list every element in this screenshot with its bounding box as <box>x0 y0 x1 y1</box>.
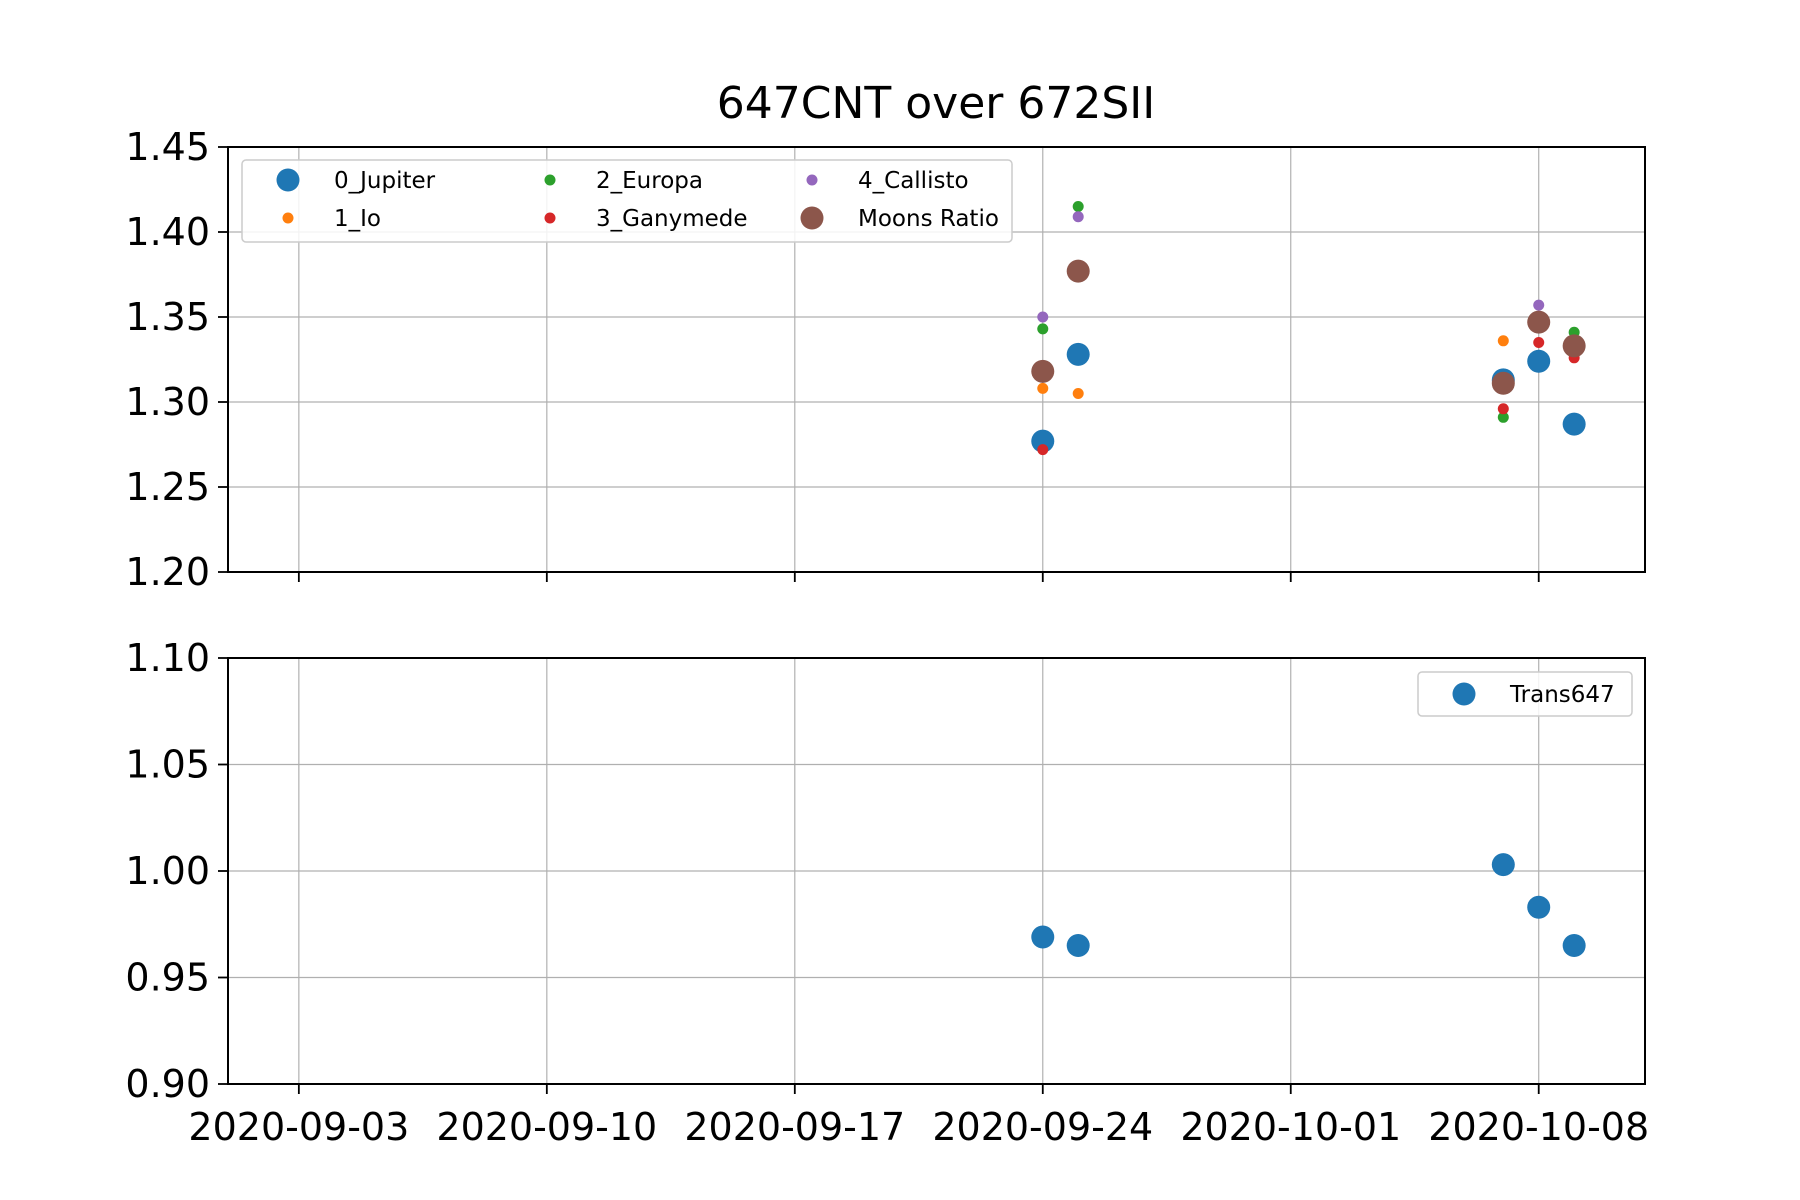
y-tick-label: 1.20 <box>125 550 210 594</box>
legend-label: 4_Callisto <box>858 168 969 194</box>
legend-marker-3-ganymede <box>544 212 556 224</box>
legend-marker-4-callisto <box>806 174 818 186</box>
data-point <box>1037 311 1049 323</box>
series-moons-ratio <box>1031 259 1586 395</box>
data-point <box>1037 382 1049 394</box>
x-tick-label: 2020-10-08 <box>1428 1105 1649 1149</box>
legend-marker-0-jupiter <box>276 168 300 192</box>
legend-label: 2_Europa <box>596 168 703 194</box>
data-point <box>1562 412 1586 436</box>
y-tick-label: 1.45 <box>125 125 210 169</box>
data-point <box>1066 342 1090 366</box>
y-tick-label: 1.30 <box>125 380 210 424</box>
y-tick-label: 1.10 <box>125 636 210 680</box>
data-point <box>1072 201 1084 212</box>
x-tick-label: 2020-09-03 <box>188 1105 409 1149</box>
chart-title: 647CNT over 672SII <box>717 78 1155 129</box>
y-tick-label: 1.40 <box>125 210 210 254</box>
legend-label: 3_Ganymede <box>596 206 748 232</box>
data-point <box>1533 299 1545 311</box>
x-tick-label: 2020-09-10 <box>436 1105 657 1149</box>
data-point <box>1562 334 1586 358</box>
x-tick-label: 2020-09-17 <box>684 1105 905 1149</box>
data-point <box>1527 310 1551 334</box>
data-point <box>1497 335 1509 347</box>
bottom-panel: 0.90 0.95 1.00 1.05 1.10 2020-09-03 2020-09-10… <box>125 636 1649 1149</box>
legend-marker-1-io <box>282 212 294 224</box>
legend-label: Moons Ratio <box>858 206 999 232</box>
legend: Trans647 <box>1417 671 1633 717</box>
y-tick-label: 1.35 <box>125 295 210 339</box>
legend-marker-moons-ratio <box>800 206 824 230</box>
data-point <box>1037 323 1049 335</box>
data-point <box>1527 895 1551 919</box>
data-point <box>1491 371 1515 395</box>
plot-frame <box>227 146 1646 573</box>
data-point <box>1562 934 1586 958</box>
data-point <box>1072 388 1084 399</box>
data-point <box>1031 359 1055 383</box>
x-tick-label: 2020-10-01 <box>1180 1105 1401 1149</box>
legend-marker-2-europa <box>544 174 556 186</box>
series-trans647 <box>1031 853 1586 958</box>
data-point <box>1031 429 1055 453</box>
data-point <box>1497 403 1509 415</box>
data-point <box>1066 259 1090 283</box>
y-tick-label: 1.00 <box>125 849 210 893</box>
legend-label: 1_Io <box>334 206 381 232</box>
legend-marker-trans647 <box>1452 682 1476 706</box>
plot-frame <box>227 657 1646 1085</box>
legend-box <box>1417 671 1633 717</box>
data-point <box>1072 211 1084 223</box>
y-tick-label: 1.05 <box>125 743 210 787</box>
top-panel: 1.20 1.25 1.30 1.35 1.40 1.45 0_Jupiter 1_Io 2_E… <box>125 125 1646 594</box>
data-point <box>1527 349 1551 373</box>
data-point <box>1031 925 1055 949</box>
legend-label: Trans647 <box>1509 682 1615 708</box>
data-point <box>1533 337 1545 348</box>
data-point <box>1497 411 1509 423</box>
data-point <box>1491 853 1515 877</box>
y-tick-label: 0.95 <box>125 956 210 1000</box>
y-tick-label: 0.90 <box>125 1062 210 1106</box>
x-tick-label: 2020-09-24 <box>932 1105 1153 1149</box>
data-point <box>1066 934 1090 958</box>
y-tick-label: 1.25 <box>125 465 210 509</box>
data-point <box>1037 444 1049 456</box>
legend-label: 0_Jupiter <box>334 168 436 194</box>
legend: 0_Jupiter 1_Io 2_Europa 3_Ganymede 4_Callist… <box>241 159 1013 243</box>
